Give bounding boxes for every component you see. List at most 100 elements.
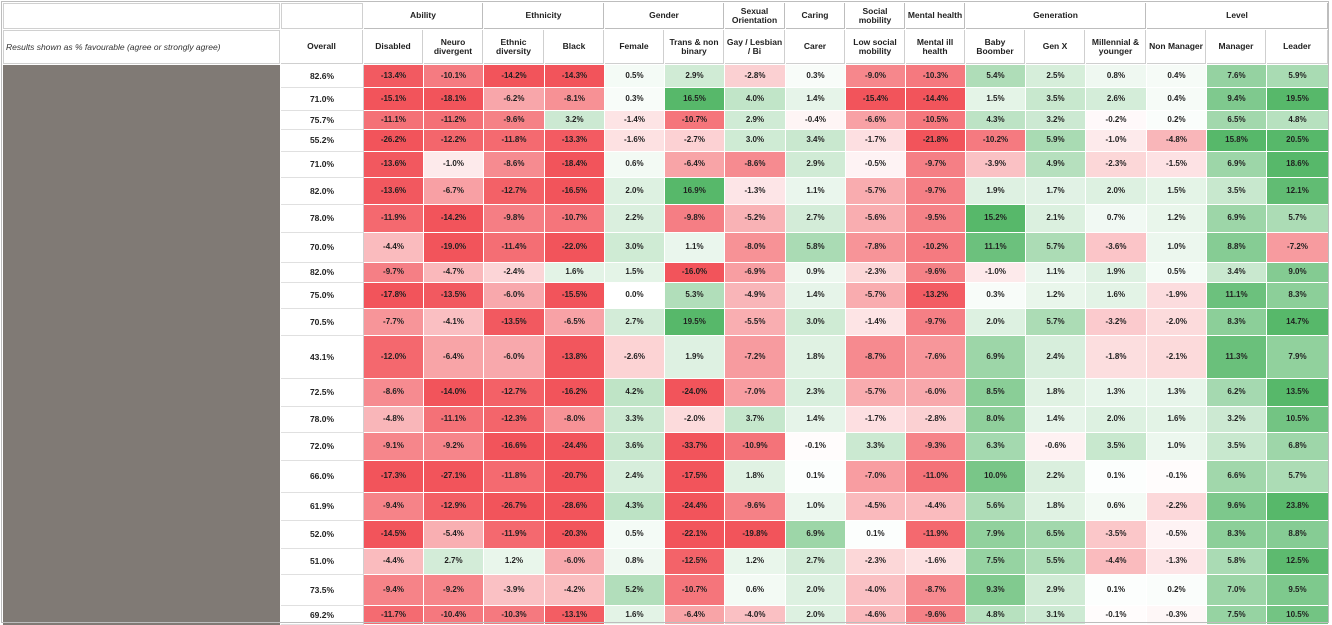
heatmap-cell: 0.8%	[1086, 65, 1147, 88]
heatmap-cell: -19.0%	[424, 233, 484, 263]
heatmap-cell: 19.5%	[665, 309, 725, 336]
heatmap-cell: 0.1%	[1086, 575, 1147, 606]
overall-value-cell: 71.0%	[281, 88, 364, 111]
heatmap-cell: 1.0%	[786, 493, 846, 521]
heatmap-cell: -9.7%	[906, 152, 966, 178]
overall-value-cell: 71.0%	[281, 152, 364, 178]
heatmap-cell: -20.7%	[545, 461, 605, 493]
heatmap-cell: -12.7%	[484, 379, 545, 407]
heatmap-cell: 15.8%	[1207, 130, 1267, 152]
heatmap-cell: -10.3%	[484, 606, 545, 625]
heatmap-cell: -9.5%	[906, 205, 966, 233]
heatmap-cell: -9.1%	[364, 433, 424, 461]
heatmap-cell: -21.8%	[906, 130, 966, 152]
heatmap-cell: -10.2%	[906, 233, 966, 263]
heatmap-cell: 15.2%	[966, 205, 1026, 233]
heatmap-cell: -10.3%	[906, 65, 966, 88]
overall-value-cell: 82.6%	[281, 65, 364, 88]
heatmap-cell: 2.3%	[786, 379, 846, 407]
heatmap-cell: -1.9%	[1147, 283, 1207, 309]
heatmap-cell: 5.7%	[1267, 461, 1329, 493]
overall-value-cell: 72.0%	[281, 433, 364, 461]
heatmap-cell: -9.6%	[906, 606, 966, 625]
heatmap-cell: -1.0%	[424, 152, 484, 178]
heatmap-cell: 1.8%	[786, 336, 846, 379]
heatmap-cell: -4.0%	[725, 606, 786, 625]
heatmap-cell: -12.0%	[364, 336, 424, 379]
heatmap-cell: -18.1%	[424, 88, 484, 111]
heatmap-cell: -11.9%	[906, 521, 966, 549]
heatmap-cell: -5.7%	[846, 379, 906, 407]
overall-value-cell: 82.0%	[281, 263, 364, 283]
heatmap-cell: -16.2%	[545, 379, 605, 407]
heatmap-cell: -8.6%	[364, 379, 424, 407]
heatmap-cell: -14.5%	[364, 521, 424, 549]
heatmap-cell: -7.7%	[364, 309, 424, 336]
heatmap-cell: -10.4%	[424, 606, 484, 625]
heatmap-cell: -10.1%	[424, 65, 484, 88]
heatmap-cell: 6.3%	[966, 433, 1026, 461]
heatmap-cell: -6.0%	[906, 379, 966, 407]
heatmap-cell: -2.8%	[725, 65, 786, 88]
heatmap-cell: 3.3%	[605, 407, 665, 433]
heatmap-cell: 5.4%	[966, 65, 1026, 88]
heatmap-cell: -3.6%	[1086, 233, 1147, 263]
heatmap-cell: 1.6%	[545, 263, 605, 283]
heatmap-cell: 1.8%	[725, 461, 786, 493]
heatmap-cell: 2.9%	[786, 152, 846, 178]
heatmap-cell: 1.6%	[605, 606, 665, 625]
heatmap-cell: 8.0%	[966, 407, 1026, 433]
heatmap-cell: 8.5%	[966, 379, 1026, 407]
heatmap-cell: -8.0%	[545, 407, 605, 433]
overall-group-blank-cell	[281, 3, 363, 29]
heatmap-cell: -13.4%	[364, 65, 424, 88]
group-header: Gender	[605, 3, 724, 29]
group-header: Sexual Orientation	[725, 3, 785, 29]
heatmap-cell: -6.6%	[846, 111, 906, 130]
heatmap-cell: 9.3%	[966, 575, 1026, 606]
heatmap-cell: -2.7%	[665, 130, 725, 152]
heatmap-cell: -24.0%	[665, 379, 725, 407]
heatmap-cell: -6.4%	[665, 152, 725, 178]
heatmap-cell: -16.5%	[545, 178, 605, 205]
heatmap-cell: 0.3%	[786, 65, 846, 88]
heatmap-cell: 1.7%	[1026, 178, 1086, 205]
column-header: Ethnic diversity	[484, 30, 544, 64]
heatmap-cell: -1.6%	[605, 130, 665, 152]
heatmap-cell: -16.0%	[665, 263, 725, 283]
heatmap-cell: 0.7%	[1086, 205, 1147, 233]
overall-value-cell: 51.0%	[281, 549, 364, 575]
heatmap-cell: -24.4%	[665, 493, 725, 521]
heatmap-cell: 4.2%	[605, 379, 665, 407]
heatmap-cell: 2.0%	[1086, 178, 1147, 205]
heatmap-cell: 9.0%	[1267, 263, 1329, 283]
heatmap-cell: 2.0%	[1086, 407, 1147, 433]
heatmap-cell: -6.0%	[545, 549, 605, 575]
column-header: Mental ill health	[906, 30, 965, 64]
heatmap-cell: 0.9%	[786, 263, 846, 283]
heatmap-cell: -13.8%	[545, 336, 605, 379]
heatmap-cell: -6.7%	[424, 178, 484, 205]
heatmap-cell: 5.5%	[1026, 549, 1086, 575]
overall-value-cell: 61.9%	[281, 493, 364, 521]
heatmap-cell: 0.3%	[605, 88, 665, 111]
overall-value-cell: 70.5%	[281, 309, 364, 336]
heatmap-cell: 19.5%	[1267, 88, 1329, 111]
heatmap-cell: -8.7%	[846, 336, 906, 379]
heatmap-cell: 0.5%	[1147, 263, 1207, 283]
group-header: Ethnicity	[484, 3, 604, 29]
heatmap-cell: 4.8%	[966, 606, 1026, 625]
group-header: Caring	[786, 3, 845, 29]
heatmap-cell: -24.4%	[545, 433, 605, 461]
heatmap-cell: 0.1%	[786, 461, 846, 493]
heatmap-cell: 7.6%	[1207, 65, 1267, 88]
heatmap-cell: -4.6%	[846, 606, 906, 625]
heatmap-cell: -6.0%	[484, 336, 545, 379]
heatmap-cell: 1.5%	[605, 263, 665, 283]
heatmap-cell: 3.0%	[786, 309, 846, 336]
heatmap-cell: 10.5%	[1267, 407, 1329, 433]
heatmap-cell: 8.8%	[1267, 521, 1329, 549]
heatmap-cell: -6.9%	[725, 263, 786, 283]
heatmap-cell: -11.7%	[364, 606, 424, 625]
heatmap-cell: -3.9%	[966, 152, 1026, 178]
